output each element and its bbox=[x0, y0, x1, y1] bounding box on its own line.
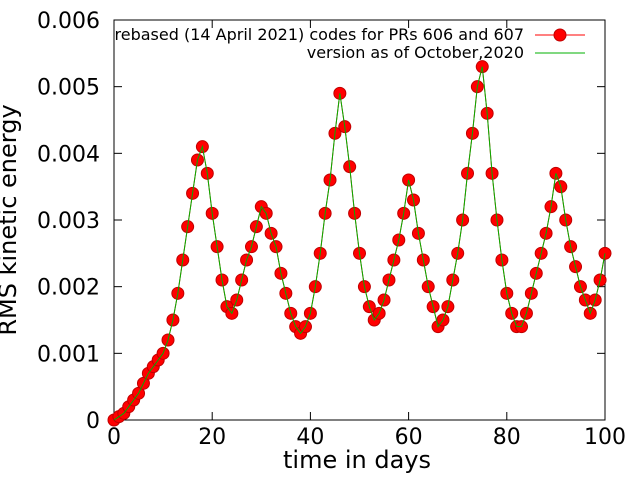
plot-frame bbox=[113, 19, 606, 421]
x-tick-label-3: 60 bbox=[395, 425, 423, 450]
ticks: 0 20 40 60 80 100 0 0.001 0.002 0.003 0.004 0.005 0.… bbox=[37, 9, 626, 450]
x-tick-label-4: 80 bbox=[493, 425, 521, 450]
y-tick-label-6: 0.006 bbox=[37, 9, 100, 34]
y-axis-label: RMS kinetic energy bbox=[0, 104, 22, 335]
data-markers bbox=[107, 60, 612, 427]
series-line-2 bbox=[113, 66, 606, 421]
legend: rebased (14 April 2021) codes for PRs 60… bbox=[115, 25, 585, 62]
x-tick-label-0: 0 bbox=[107, 425, 121, 450]
series-1-point-100 bbox=[598, 246, 612, 260]
legend-marker-series-1 bbox=[553, 28, 567, 42]
y-tick-label-3: 0.003 bbox=[37, 209, 100, 234]
y-tick-label-5: 0.005 bbox=[37, 76, 100, 101]
legend-label-series-1: rebased (14 April 2021) codes for PRs 60… bbox=[115, 25, 524, 44]
series-line-1 bbox=[113, 66, 606, 421]
y-tick-label-4: 0.004 bbox=[37, 142, 100, 167]
legend-label-series-2: version as of October,2020 bbox=[307, 43, 524, 62]
x-tick-label-1: 20 bbox=[198, 425, 226, 450]
x-tick-label-5: 100 bbox=[584, 425, 626, 450]
y-tick-label-2: 0.002 bbox=[37, 276, 100, 301]
y-tick-label-1: 0.001 bbox=[37, 342, 100, 367]
x-axis-label: time in days bbox=[283, 446, 431, 474]
series-lines bbox=[113, 66, 606, 421]
x-tick-label-2: 40 bbox=[296, 425, 324, 450]
y-tick-label-0: 0 bbox=[86, 409, 100, 434]
